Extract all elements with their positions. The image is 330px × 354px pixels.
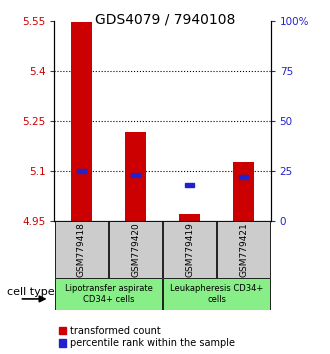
Bar bbox=[239, 175, 248, 179]
Bar bbox=[109, 221, 162, 278]
Bar bbox=[131, 173, 140, 177]
Text: GSM779421: GSM779421 bbox=[239, 222, 248, 277]
Bar bbox=[55, 278, 162, 310]
Bar bbox=[217, 221, 270, 278]
Bar bbox=[55, 221, 108, 278]
Bar bbox=[163, 278, 270, 310]
Legend: transformed count, percentile rank within the sample: transformed count, percentile rank withi… bbox=[58, 325, 236, 349]
Bar bbox=[71, 22, 92, 221]
Text: Leukapheresis CD34+
cells: Leukapheresis CD34+ cells bbox=[170, 284, 263, 303]
Bar bbox=[233, 162, 254, 221]
Bar bbox=[163, 221, 216, 278]
Text: GDS4079 / 7940108: GDS4079 / 7940108 bbox=[95, 12, 235, 27]
Text: Lipotransfer aspirate
CD34+ cells: Lipotransfer aspirate CD34+ cells bbox=[65, 284, 152, 303]
Text: GSM779420: GSM779420 bbox=[131, 222, 140, 277]
Bar bbox=[125, 132, 146, 221]
Bar bbox=[185, 183, 194, 187]
Bar bbox=[179, 214, 200, 221]
Text: GSM779419: GSM779419 bbox=[185, 222, 194, 277]
Text: GSM779418: GSM779418 bbox=[77, 222, 86, 277]
Bar bbox=[77, 169, 86, 173]
Text: cell type: cell type bbox=[7, 287, 54, 297]
